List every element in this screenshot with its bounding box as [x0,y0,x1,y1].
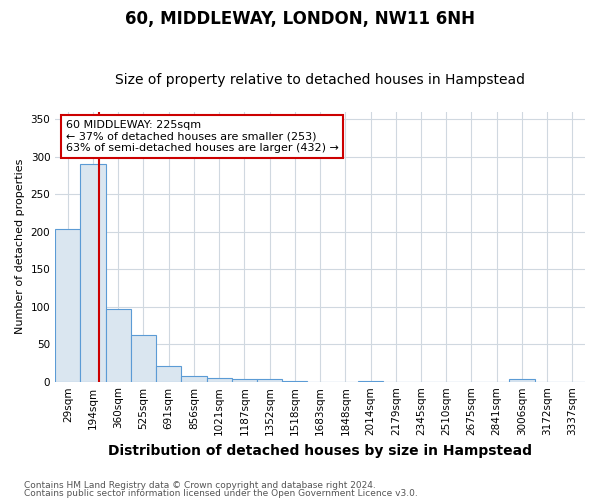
Bar [106,309,131,382]
Bar [131,335,156,382]
Bar [181,376,206,382]
Bar [156,366,181,382]
Bar [80,164,106,382]
Text: Contains public sector information licensed under the Open Government Licence v3: Contains public sector information licen… [24,489,418,498]
Text: Contains HM Land Registry data © Crown copyright and database right 2024.: Contains HM Land Registry data © Crown c… [24,480,376,490]
Title: Size of property relative to detached houses in Hampstead: Size of property relative to detached ho… [115,73,525,87]
Bar [358,381,383,382]
Y-axis label: Number of detached properties: Number of detached properties [15,159,25,334]
Bar [55,228,80,382]
Bar [206,378,232,382]
Text: 60 MIDDLEWAY: 225sqm
← 37% of detached houses are smaller (253)
63% of semi-deta: 60 MIDDLEWAY: 225sqm ← 37% of detached h… [66,120,338,153]
Text: 60, MIDDLEWAY, LONDON, NW11 6NH: 60, MIDDLEWAY, LONDON, NW11 6NH [125,10,475,28]
Bar [232,378,257,382]
Bar [282,381,307,382]
X-axis label: Distribution of detached houses by size in Hampstead: Distribution of detached houses by size … [108,444,532,458]
Bar [509,380,535,382]
Bar [257,378,282,382]
